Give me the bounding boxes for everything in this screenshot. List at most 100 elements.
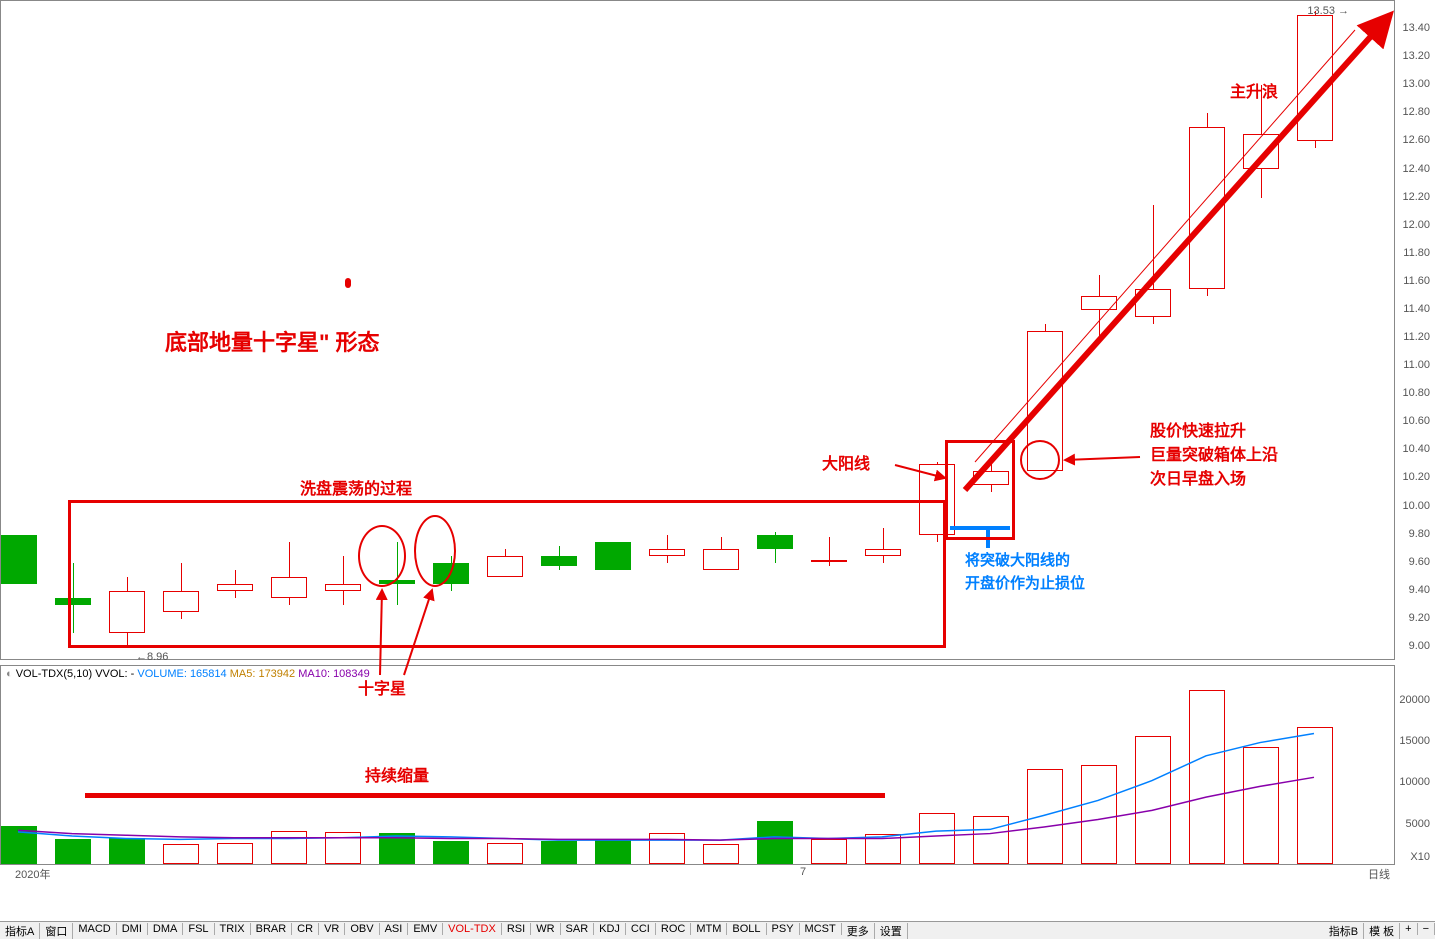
indicator-btn-mcst[interactable]: MCST <box>800 923 842 935</box>
indicator-btn-boll[interactable]: BOLL <box>727 923 766 935</box>
vol-tick: 15000 <box>1395 735 1435 747</box>
vol-unit: X10 <box>1395 851 1435 863</box>
doji-circle-1 <box>358 525 406 587</box>
dot-marker <box>345 278 351 288</box>
price-tick: 9.20 <box>1395 612 1435 624</box>
indicator-btn-kdj[interactable]: KDJ <box>594 923 626 935</box>
volume-bar[interactable] <box>1189 690 1225 864</box>
indicator-btn-vr[interactable]: VR <box>319 923 345 935</box>
right-btn[interactable]: − <box>1418 923 1435 935</box>
volume-bar[interactable] <box>217 843 253 865</box>
doji-circle-2 <box>414 515 456 587</box>
indicator-btn-roc[interactable]: ROC <box>656 923 691 935</box>
volume-bar[interactable] <box>325 832 361 864</box>
indicator-btn-trix[interactable]: TRIX <box>215 923 251 935</box>
price-tick: 9.60 <box>1395 556 1435 568</box>
volume-bar[interactable] <box>109 838 145 864</box>
vol-ma5: MA5: 173942 <box>230 668 295 680</box>
volume-bar[interactable] <box>811 839 847 864</box>
bottom-right-buttons: 指标B模 板+− <box>1324 923 1435 939</box>
indicator-btn-brar[interactable]: BRAR <box>251 923 293 935</box>
doji-annotation: 十字星 <box>358 675 406 699</box>
time-axis: 2020年 7 日线 <box>0 866 1395 882</box>
volume-bar[interactable] <box>1297 727 1333 864</box>
price-tick: 12.00 <box>1395 219 1435 231</box>
price-y-axis: 9.009.209.409.609.8010.0010.2010.4010.60… <box>1395 0 1435 660</box>
bottom-left-buttons: 指标A窗口MACDDMIDMAFSLTRIXBRARCRVROBVASIEMVV… <box>0 923 908 939</box>
month-label: 7 <box>800 866 806 878</box>
volume-panel[interactable]: ◐ VOL-TDX(5,10) VVOL: - VOLUME: 165814 M… <box>0 665 1395 865</box>
indicator-btn-wr[interactable]: WR <box>531 923 560 935</box>
indicator-btn-mtm[interactable]: MTM <box>691 923 727 935</box>
breakout-annotation: 股价快速拉升 巨量突破箱体上沿 次日早盘入场 <box>1150 420 1278 492</box>
price-tick: 13.40 <box>1395 22 1435 34</box>
volume-bar[interactable] <box>55 839 91 864</box>
indicator-btn-obv[interactable]: OBV <box>345 923 379 935</box>
indicator-btn-指标a[interactable]: 指标A <box>0 923 40 939</box>
indicator-btn-vol-tdx[interactable]: VOL-TDX <box>443 923 502 935</box>
right-btn[interactable]: 模 板 <box>1364 923 1400 939</box>
vol-tick: 10000 <box>1395 776 1435 788</box>
last-price-label: 13.53 → <box>1307 5 1349 17</box>
price-tick: 11.00 <box>1395 359 1435 371</box>
volume-bar[interactable] <box>379 833 415 864</box>
year-label: 2020年 <box>15 866 50 882</box>
price-tick: 9.00 <box>1395 640 1435 652</box>
price-tick: 12.20 <box>1395 191 1435 203</box>
indicator-btn-sar[interactable]: SAR <box>561 923 595 935</box>
indicator-btn-asi[interactable]: ASI <box>380 923 409 935</box>
volume-bar[interactable] <box>433 841 469 864</box>
volume-bar[interactable] <box>919 813 955 864</box>
volume-bar[interactable] <box>973 816 1009 864</box>
right-btn[interactable]: 指标B <box>1324 923 1364 939</box>
volume-bar[interactable] <box>271 831 307 864</box>
breakout-box <box>945 440 1015 540</box>
indicator-btn-设置[interactable]: 设置 <box>875 923 908 939</box>
indicator-btn-dma[interactable]: DMA <box>148 923 183 935</box>
volume-bar[interactable] <box>757 821 793 864</box>
indicator-btn-窗口[interactable]: 窗口 <box>40 923 73 939</box>
volume-bar[interactable] <box>703 844 739 864</box>
price-tick: 10.00 <box>1395 500 1435 512</box>
price-tick: 10.40 <box>1395 443 1435 455</box>
price-tick: 12.80 <box>1395 106 1435 118</box>
right-btn[interactable]: + <box>1400 923 1417 935</box>
vol-tick: 20000 <box>1395 694 1435 706</box>
volume-bar[interactable] <box>865 834 901 864</box>
low-price-label: ←8.96 <box>136 651 168 663</box>
price-tick: 10.20 <box>1395 471 1435 483</box>
volume-y-axis: 5000 10000 15000 20000 X10 <box>1395 665 1435 865</box>
indicator-btn-emv[interactable]: EMV <box>408 923 443 935</box>
volume-bar[interactable] <box>1 826 37 864</box>
vol-tick: 5000 <box>1395 818 1435 830</box>
main-wave-annotation: 主升浪 <box>1230 78 1278 102</box>
volume-bar[interactable] <box>595 840 631 864</box>
indicator-btn-dmi[interactable]: DMI <box>117 923 148 935</box>
volume-bar[interactable] <box>1027 769 1063 864</box>
indicator-btn-macd[interactable]: MACD <box>73 923 116 935</box>
volume-bar[interactable] <box>163 844 199 864</box>
consolidation-box <box>68 500 946 648</box>
vol-shrink-line <box>85 793 885 798</box>
volume-bar[interactable] <box>1243 747 1279 864</box>
volume-bar[interactable] <box>541 841 577 864</box>
indicator-btn-cci[interactable]: CCI <box>626 923 656 935</box>
title-annotation: 底部地量十字星" 形态 <box>165 325 380 357</box>
volume-bar[interactable] <box>1081 765 1117 864</box>
volume-bar[interactable] <box>1135 736 1171 864</box>
chart-container: 13.53 →←8.96 9.009.209.409.609.8010.0010… <box>0 0 1435 939</box>
big-yang-annotation: 大阳线 <box>822 450 870 474</box>
vol-indicator-icon: ◐ <box>6 668 16 680</box>
indicator-btn-fsl[interactable]: FSL <box>183 923 214 935</box>
volume-bar[interactable] <box>649 833 685 864</box>
price-tick: 11.80 <box>1395 247 1435 259</box>
indicator-btn-更多[interactable]: 更多 <box>842 923 875 939</box>
price-tick: 11.60 <box>1395 275 1435 287</box>
price-tick: 12.40 <box>1395 163 1435 175</box>
volume-bar[interactable] <box>487 843 523 865</box>
period-label: 日线 <box>1368 866 1390 882</box>
indicator-btn-psy[interactable]: PSY <box>767 923 800 935</box>
indicator-btn-rsi[interactable]: RSI <box>502 923 531 935</box>
indicator-btn-cr[interactable]: CR <box>292 923 319 935</box>
vol-vvol: VVOL: - <box>95 668 134 680</box>
